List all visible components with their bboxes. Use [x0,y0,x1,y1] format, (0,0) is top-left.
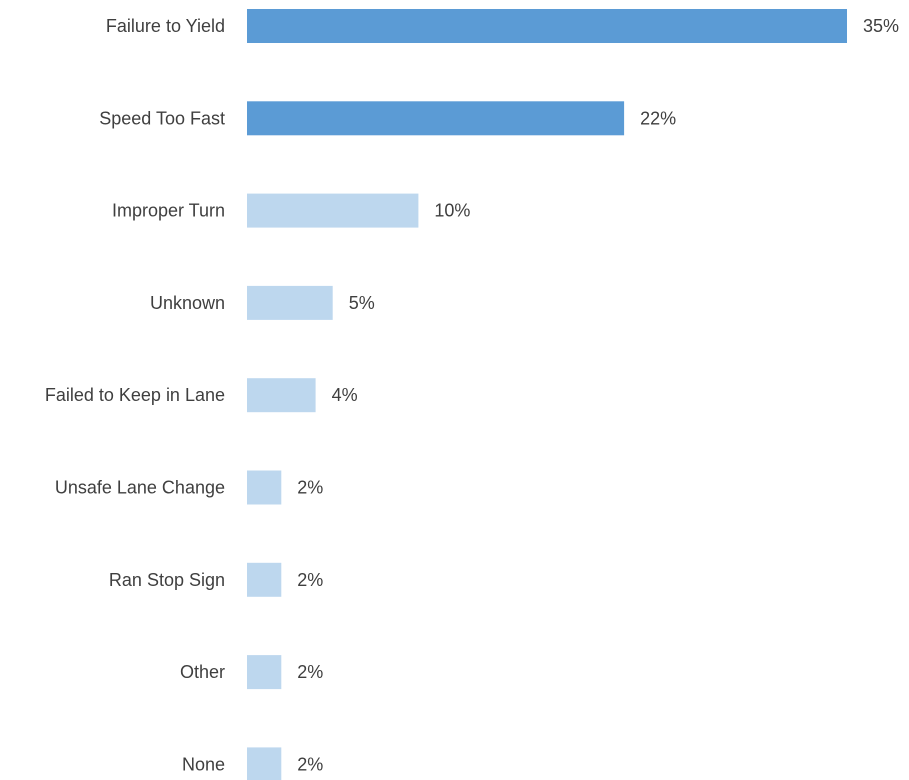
bar [247,470,282,505]
value-label: 5% [349,293,375,313]
category-label: Failure to Yield [106,16,225,36]
category-label: Unsafe Lane Change [55,478,225,498]
value-label: 2% [297,570,323,590]
value-labels: 35% 22% 10% 5% 4% 2% 2% 2% 2% [297,16,899,774]
category-label: None [182,754,225,774]
value-label: 2% [297,754,323,774]
category-label: Ran Stop Sign [109,570,225,590]
value-label: 4% [332,385,358,405]
bar [247,193,419,228]
value-label: 2% [297,478,323,498]
category-label: Unknown [150,293,225,313]
category-label: Improper Turn [112,201,225,221]
value-label: 2% [297,662,323,682]
value-label: 35% [863,16,899,36]
bar [247,285,333,320]
bar [247,655,282,690]
category-label: Failed to Keep in Lane [45,385,225,405]
bar [247,101,625,136]
value-label: 22% [640,108,676,128]
bar [247,562,282,597]
category-labels: Failure to Yield Speed Too Fast Improper T… [45,16,225,774]
bar [247,378,316,413]
category-label: Speed Too Fast [99,108,225,128]
bar [247,747,282,780]
bars-layer [247,9,847,780]
bar [247,9,847,43]
category-label: Other [180,662,225,682]
value-label: 10% [434,201,470,221]
